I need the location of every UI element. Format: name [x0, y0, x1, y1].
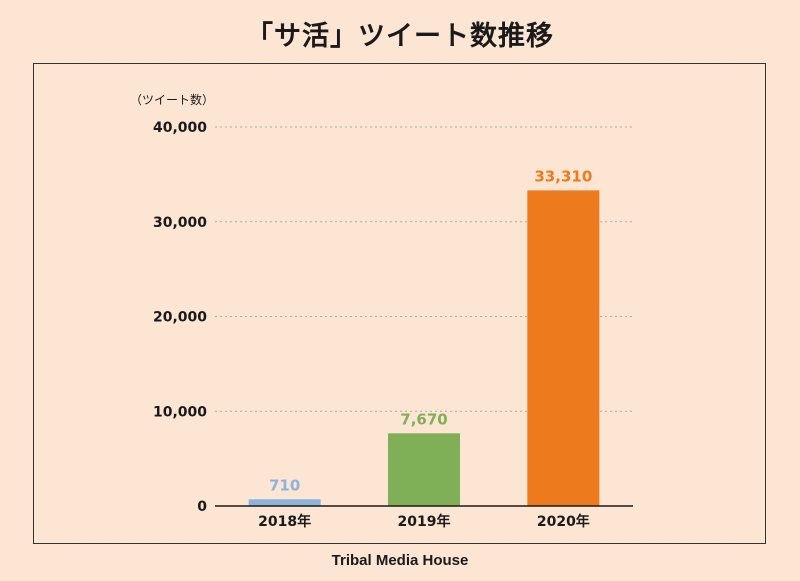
x-tick-label: 2020年 — [537, 513, 590, 530]
footer-brand: Tribal Media House — [331, 552, 469, 569]
y-tick-label: 40,000 — [153, 120, 207, 136]
bar — [248, 499, 321, 506]
chart-frame — [33, 63, 766, 544]
data-label: 710 — [269, 476, 300, 494]
y-axis-ticks: 0 10,000 20,000 30,000 40,000 — [153, 120, 207, 515]
y-tick-label: 0 — [197, 499, 207, 515]
y-tick-label: 30,000 — [153, 215, 207, 231]
y-tick-label: 20,000 — [153, 310, 207, 326]
data-labels: 710 7,670 33,310 — [269, 167, 592, 494]
x-axis-categories: 2018年 2019年 2020年 — [258, 513, 590, 530]
chart-title: 「サ活」ツイート数推移 — [246, 21, 554, 52]
bar — [388, 433, 460, 506]
data-label: 33,310 — [534, 167, 592, 185]
y-axis-unit-label: （ツイート数） — [130, 92, 214, 107]
bars — [248, 190, 600, 506]
data-label: 7,670 — [400, 410, 447, 428]
x-tick-label: 2018年 — [258, 513, 311, 530]
x-tick-label: 2019年 — [398, 513, 451, 530]
y-tick-label: 10,000 — [153, 404, 207, 420]
bar — [527, 190, 600, 506]
